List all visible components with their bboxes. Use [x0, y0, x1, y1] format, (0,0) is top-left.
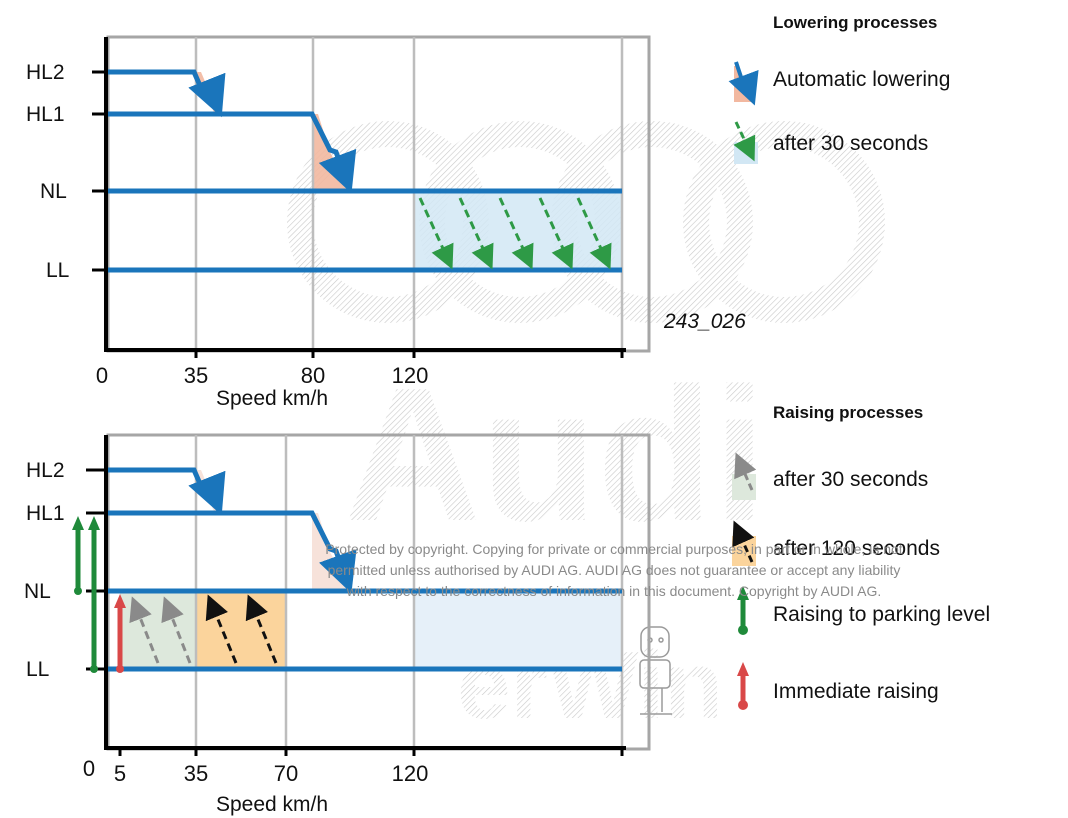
- raising-chart: HL2 HL1 NL LL 0 5 35 70 120 Speed km/h: [24, 433, 651, 816]
- copyright-line: permitted unless authorised by AUDI AG. …: [328, 562, 901, 578]
- lowering-x-tick: 0: [96, 363, 108, 388]
- legend-raising-item-label: Raising to parking level: [773, 603, 990, 626]
- lowering-x-axis-title: Speed km/h: [216, 387, 328, 410]
- figure-id: 243_026: [663, 310, 746, 333]
- raising-parking-arrows: [72, 516, 100, 673]
- raising-x-tick: 35: [184, 761, 208, 786]
- green-arrow-icon: [737, 586, 749, 635]
- legend-lowering-item-label: Automatic lowering: [773, 68, 950, 91]
- raising-immediate-arrow: [114, 594, 126, 673]
- lowering-chart: HL2 HL1 NL LL 0 35 80 120 Speed km/h 243…: [26, 35, 746, 410]
- red-arrow-icon: [737, 662, 749, 710]
- legend-raising-item-label: Immediate raising: [773, 680, 939, 703]
- lowering-level-label: LL: [46, 259, 69, 282]
- raising-x-tick: 120: [392, 761, 429, 786]
- lowering-level-label: NL: [40, 180, 67, 203]
- raising-level-label: LL: [26, 658, 49, 681]
- raising-30s-arrows: [129, 596, 192, 664]
- legend-lowering-item-label: after 30 seconds: [773, 132, 928, 155]
- raising-level-label: HL2: [26, 459, 65, 482]
- raising-hl2-line: [108, 467, 226, 516]
- copyright-notice: Protected by copyright. Copying for priv…: [325, 541, 902, 599]
- lowering-hl1-line: [108, 111, 357, 194]
- black-dashed-arrow-icon: [732, 520, 756, 566]
- lowering-x-tick: 35: [184, 363, 208, 388]
- green-dashed-arrow-icon: [733, 121, 758, 164]
- legend-lowering: Lowering processes Automatic lowering af…: [728, 13, 950, 164]
- raising-x-axis-title: Speed km/h: [216, 793, 328, 816]
- raising-level-label: HL1: [26, 502, 65, 525]
- raising-inactive-region: [414, 593, 622, 669]
- legend-raising-item-label: after 30 seconds: [773, 468, 928, 491]
- audi-rings-watermark: [287, 121, 885, 323]
- copyright-line: with respect to the correctness of infor…: [346, 583, 882, 599]
- lowering-30s-region: [414, 192, 622, 270]
- copyright-line: Protected by copyright. Copying for priv…: [325, 541, 902, 557]
- automatic-lowering-icon: [728, 61, 759, 106]
- lowering-x-tick: 120: [392, 363, 429, 388]
- raising-x-tick: 70: [274, 761, 298, 786]
- legend-raising-title: Raising processes: [773, 403, 923, 422]
- lowering-x-tick: 80: [301, 363, 325, 388]
- lowering-level-label: HL1: [26, 103, 65, 126]
- lowering-hl2-line: [108, 69, 226, 118]
- legend-raising: Raising processes after 30 seconds after…: [732, 403, 990, 710]
- raising-x-tick: 0: [83, 756, 95, 781]
- raising-hl1-line: [108, 510, 357, 594]
- lowering-level-label: HL2: [26, 61, 65, 84]
- raising-level-label: NL: [24, 580, 51, 603]
- raising-x-tick: 5: [114, 761, 126, 786]
- raising-120s-arrows: [205, 594, 278, 664]
- grey-dashed-arrow-icon: [732, 452, 757, 500]
- legend-raising-item-label: after 120 seconds: [773, 537, 940, 560]
- raising-30s-region: [120, 593, 196, 669]
- legend-lowering-title: Lowering processes: [773, 13, 937, 32]
